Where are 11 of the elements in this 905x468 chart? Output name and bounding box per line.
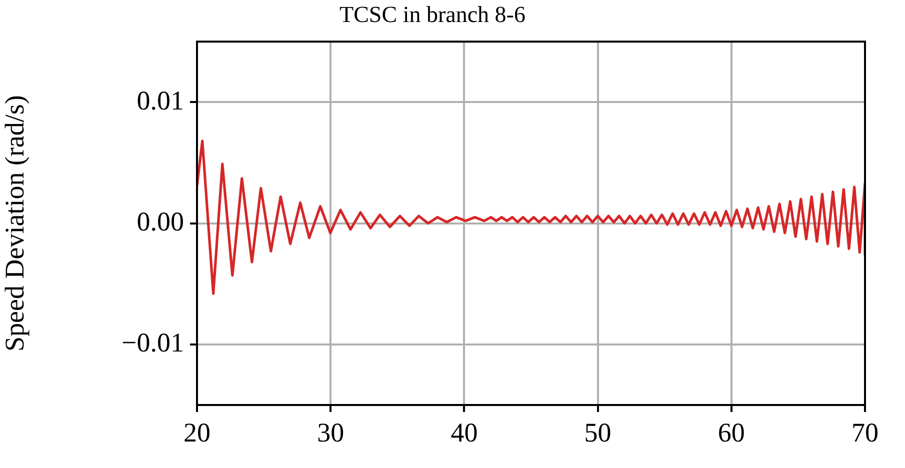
x-tick-label: 40 bbox=[450, 417, 478, 448]
y-tick-label: −0.01 bbox=[122, 328, 184, 358]
y-axis-title: Speed Deviation (rad/s) bbox=[0, 95, 30, 352]
y-tick-label: 0.01 bbox=[136, 85, 184, 116]
x-tick-label: 50 bbox=[584, 417, 612, 448]
x-tick-label: 70 bbox=[852, 417, 878, 448]
x-tick-label: 60 bbox=[718, 417, 745, 448]
x-tick-label: 20 bbox=[184, 417, 210, 448]
y-tick-label: 0.00 bbox=[136, 206, 184, 236]
chart-title: TCSC in branch 8-6 bbox=[340, 2, 526, 27]
x-tick-label: 30 bbox=[317, 417, 344, 448]
